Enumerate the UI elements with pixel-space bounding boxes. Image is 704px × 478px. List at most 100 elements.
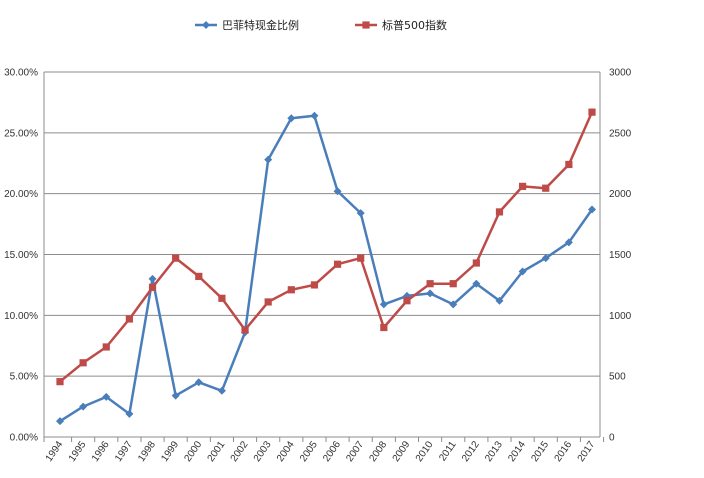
x-tick-label: 1994 <box>44 439 66 464</box>
data-point <box>379 300 388 309</box>
series-1 <box>56 111 596 426</box>
data-point <box>172 254 180 262</box>
legend-marker <box>202 21 210 29</box>
data-point <box>217 386 226 395</box>
x-tick-label: 2010 <box>414 439 436 464</box>
series-layer <box>56 108 596 426</box>
legend-item: 标普500指数 <box>355 18 447 32</box>
x-axis-ticks: 1994 1995 1996 1997 1998 1999 2000 2001 2002 2003… <box>43 437 605 464</box>
data-point <box>148 274 157 283</box>
x-tick-label: 1996 <box>90 439 112 464</box>
legend-label: 巴菲特现金比例 <box>222 18 299 32</box>
right-tick-label: 2000 <box>609 189 632 200</box>
right-tick-label: 1500 <box>609 250 632 261</box>
data-point <box>125 409 134 418</box>
left-tick-label: 0.00% <box>10 433 38 444</box>
right-axis-ticks: 0 500 1000 1500 2000 2500 3000 <box>609 68 632 444</box>
x-tick-label: 2008 <box>368 439 390 464</box>
data-point <box>264 155 273 164</box>
data-point <box>310 281 319 289</box>
x-tick-label: 2015 <box>529 439 551 464</box>
data-point <box>426 289 435 298</box>
data-point <box>426 280 434 288</box>
data-point <box>195 272 203 280</box>
data-point <box>333 260 342 268</box>
legend-marker <box>362 21 370 29</box>
x-tick-label: 2017 <box>576 439 598 464</box>
left-tick-label: 25.00% <box>4 128 38 139</box>
data-point <box>518 267 527 276</box>
legend-label: 标普500指数 <box>382 18 447 32</box>
series-line <box>59 111 594 383</box>
x-tick-label: 2003 <box>252 439 274 464</box>
x-tick-label: 2009 <box>391 439 413 464</box>
series-line <box>59 114 594 423</box>
x-tick-label: 2001 <box>206 439 228 464</box>
data-point <box>102 392 111 401</box>
x-tick-label: 2014 <box>506 439 528 464</box>
data-point <box>541 254 550 263</box>
data-point <box>79 359 87 367</box>
axes <box>43 72 601 438</box>
left-tick-label: 15.00% <box>4 250 38 261</box>
x-tick-label: 1999 <box>159 439 181 464</box>
x-tick-label: 2006 <box>321 439 343 464</box>
x-tick-label: 2004 <box>275 439 297 464</box>
left-tick-label: 20.00% <box>4 189 38 200</box>
data-point <box>218 294 226 302</box>
left-tick-label: 10.00% <box>4 311 38 322</box>
data-point <box>588 205 596 214</box>
x-tick-label: 2013 <box>483 439 505 464</box>
data-point <box>357 254 365 262</box>
data-point <box>310 111 319 120</box>
data-point <box>194 378 203 387</box>
data-point <box>287 114 296 123</box>
data-point <box>542 184 550 192</box>
data-point <box>519 182 527 190</box>
x-tick-label: 2005 <box>298 439 320 464</box>
left-tick-label: 30.00% <box>4 68 38 79</box>
data-point <box>241 326 249 334</box>
data-point <box>171 391 180 400</box>
data-point <box>565 160 573 169</box>
right-tick-label: 0 <box>609 433 615 444</box>
data-point <box>380 323 388 332</box>
x-tick-label: 2002 <box>229 439 251 464</box>
gridlines <box>44 71 600 377</box>
x-tick-label: 2007 <box>344 439 366 464</box>
data-point <box>564 238 573 247</box>
right-tick-label: 3000 <box>609 68 632 79</box>
data-point <box>495 296 504 305</box>
data-point <box>495 208 504 216</box>
x-tick-label: 1995 <box>67 439 89 464</box>
data-point <box>472 279 481 288</box>
right-tick-label: 1000 <box>609 311 632 322</box>
x-tick-label: 1998 <box>136 439 158 464</box>
data-point <box>356 209 365 218</box>
data-point <box>333 187 342 196</box>
data-point <box>588 108 596 116</box>
x-tick-label: 1997 <box>113 439 135 464</box>
left-axis-ticks: 0.00% 5.00% 10.00% 15.00% 20.00% 25.00% 30.00% <box>4 68 38 444</box>
legend: 巴菲特现金比例 标普500指数 <box>195 18 447 32</box>
x-tick-label: 2000 <box>182 439 204 464</box>
data-point <box>403 297 411 305</box>
data-point <box>472 259 480 267</box>
x-tick-label: 2012 <box>460 439 482 464</box>
data-point <box>264 298 272 306</box>
data-point <box>56 417 64 426</box>
series-2 <box>56 108 596 386</box>
legend-item: 巴菲特现金比例 <box>195 18 299 32</box>
data-point <box>148 283 157 291</box>
data-point <box>102 343 110 351</box>
x-tick-label: 2011 <box>437 439 459 463</box>
right-tick-label: 2500 <box>609 128 632 139</box>
data-point <box>287 286 295 294</box>
data-point <box>125 315 133 323</box>
data-point <box>449 280 457 288</box>
left-tick-label: 5.00% <box>10 372 38 383</box>
data-point <box>56 378 64 386</box>
right-tick-label: 500 <box>609 372 626 383</box>
data-point <box>449 300 458 309</box>
